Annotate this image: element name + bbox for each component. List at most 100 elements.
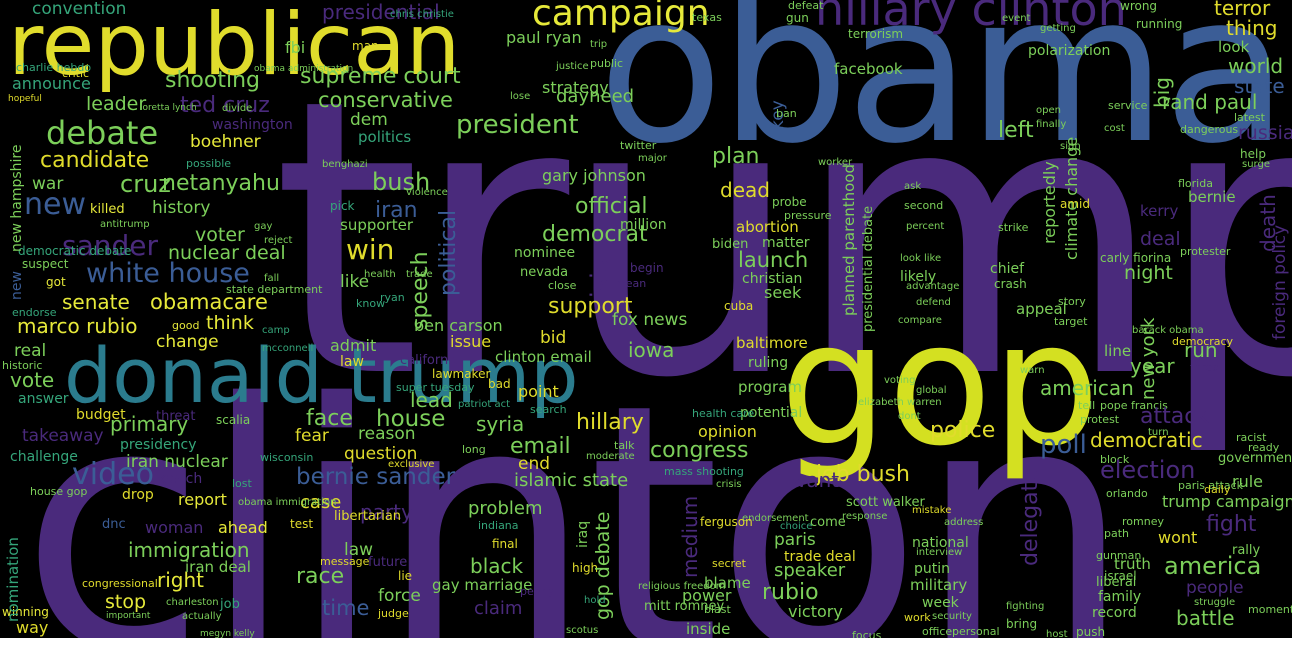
- word-house-gop: house gop: [30, 485, 88, 498]
- word-cut: cost: [1104, 123, 1125, 134]
- word-blame: blame: [704, 574, 751, 592]
- word-family: family: [1098, 589, 1142, 605]
- word-drop: drop: [122, 487, 154, 503]
- word-worker: worker: [818, 157, 853, 168]
- word-patriot-act: patriot act: [458, 399, 511, 410]
- word-power: power: [682, 586, 732, 605]
- word-mean: mean: [615, 277, 647, 290]
- word-force: force: [378, 586, 421, 606]
- word-kerry: kerry: [1140, 202, 1179, 220]
- word-attack: attack: [1140, 404, 1210, 429]
- word-chris-christie: chris christie: [390, 9, 454, 20]
- word-libertarian: libertarian: [334, 509, 402, 524]
- word-dem: dem: [350, 110, 388, 130]
- word-chief: chief: [990, 261, 1025, 277]
- word-speech: speech: [408, 251, 433, 330]
- word-law: law: [344, 540, 374, 560]
- word-new-vertical: new: [9, 271, 25, 300]
- word-think: think: [206, 312, 254, 334]
- word-service: service: [1108, 99, 1148, 112]
- word-record: record: [1092, 605, 1137, 621]
- word-political: political: [436, 209, 461, 296]
- word-washington: washington: [212, 117, 293, 133]
- word-reportedly: reportedly: [1040, 161, 1059, 244]
- word-come: come: [810, 515, 846, 530]
- word-bernie: bernie: [1188, 188, 1236, 206]
- word-gun: gun: [786, 11, 809, 25]
- word-divide: divide: [222, 103, 253, 114]
- word-ben-carson: ben carson: [414, 316, 503, 335]
- word-delegate: delegate: [1018, 469, 1043, 566]
- word-historic: historic: [2, 359, 43, 372]
- word-mass-shooting: mass shooting: [664, 465, 744, 478]
- word-voting: voting: [884, 375, 916, 386]
- word-battle: battle: [1176, 606, 1235, 630]
- word-secret: secret: [712, 557, 746, 570]
- word-right: right: [157, 568, 204, 592]
- word-white-house: white house: [86, 258, 250, 289]
- word-gay: gay: [254, 221, 273, 232]
- word-paris-attack: paris attack: [1178, 479, 1244, 492]
- word-wont: wont: [1158, 528, 1198, 547]
- word-win: win: [346, 233, 395, 266]
- word-left-right: left: [998, 118, 1034, 143]
- word-problem: problem: [468, 498, 543, 519]
- word-address: address: [944, 517, 984, 528]
- word-pick: pick: [330, 199, 355, 213]
- word-line: line: [1104, 342, 1132, 360]
- word-indiana: indiana: [478, 519, 519, 532]
- word-ready: ready: [1248, 441, 1280, 454]
- word-victory: victory: [788, 602, 843, 621]
- word-begin: begin: [630, 261, 664, 275]
- word-government: government: [1218, 451, 1292, 466]
- word-democrat: democrat: [542, 222, 648, 247]
- word-dnc: dnc: [102, 517, 126, 532]
- word-sign: sign: [1060, 141, 1081, 152]
- word-california: california: [400, 353, 460, 368]
- word-justice: justice: [556, 61, 589, 72]
- word-takeaway: takeaway: [22, 426, 104, 446]
- word-health: health: [364, 269, 396, 280]
- word-barack-obama: barack obama: [1132, 325, 1204, 336]
- word-netanyahu: netanyahu: [162, 171, 280, 196]
- word-romney: romney: [1122, 515, 1164, 528]
- word-national: national: [912, 535, 969, 551]
- word-official: official: [575, 194, 648, 219]
- word-fall: fall: [264, 273, 280, 284]
- word-interview: interview: [916, 547, 963, 558]
- word-conservative: conservative: [318, 88, 453, 112]
- word-bid: bid: [540, 328, 567, 348]
- word-endorsement: endorsement: [742, 513, 809, 524]
- word-kasich: kasich: [158, 471, 203, 487]
- word-scott-walker: scott walker: [846, 495, 925, 510]
- word-orlando: orlando: [1106, 487, 1148, 500]
- word-election: election: [1100, 456, 1196, 484]
- word-high: high: [572, 561, 599, 575]
- word-convention: convention: [32, 0, 127, 19]
- word-medium: medium: [678, 495, 702, 578]
- word-isis: isis: [586, 259, 614, 298]
- word-facebook: facebook: [834, 60, 903, 78]
- word-hold: hold: [584, 595, 606, 606]
- word-probe: probe: [772, 195, 807, 209]
- word-suspect: suspect: [22, 257, 69, 271]
- word-ryan: ryan: [380, 291, 405, 304]
- word-way: way: [16, 618, 49, 637]
- word-paul-ryan: paul ryan: [506, 28, 582, 47]
- word-terror: terror: [1214, 0, 1271, 20]
- word-senate: senate: [62, 290, 130, 314]
- word-lie: lie: [398, 569, 413, 583]
- word-nominee: nominee: [514, 245, 576, 261]
- word-polarization: polarization: [1028, 43, 1111, 59]
- word-dangerous: dangerous: [1180, 123, 1239, 136]
- word-marco-rubio: marco rubio: [17, 314, 138, 338]
- word-program: program: [738, 378, 803, 396]
- word-finally: finally: [1036, 119, 1067, 130]
- word-iran: iran: [375, 198, 418, 223]
- word-fox-news: fox news: [612, 310, 688, 330]
- word-matter: matter: [762, 235, 810, 251]
- word-racist: racist: [1236, 431, 1267, 444]
- word-talk: talk: [614, 439, 635, 452]
- word-president: president: [456, 110, 579, 140]
- word-strike: strike: [998, 221, 1029, 234]
